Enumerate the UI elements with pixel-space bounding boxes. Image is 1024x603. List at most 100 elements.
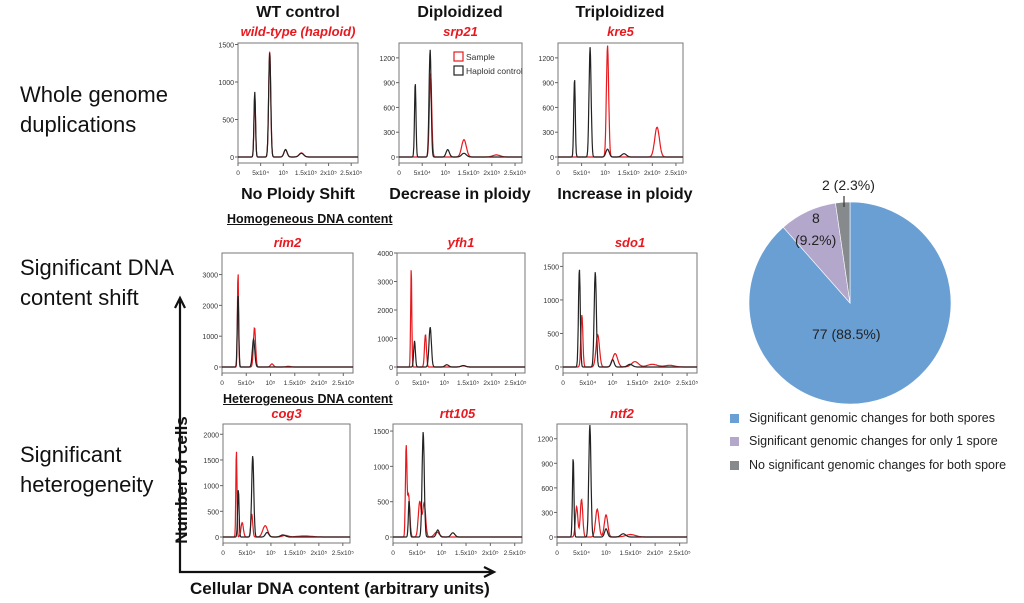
control-curve	[558, 47, 683, 158]
y-tick-label: 4000	[377, 251, 393, 258]
plot-frame	[221, 252, 354, 374]
x-tick-label: 0	[395, 380, 399, 387]
x-tick-label: 2.5x10⁵	[669, 550, 692, 557]
histogram-yfh1: 0 1000 2000 3000 4000 0 5x10⁴ 10⁵ 1.5x10⁵ 2x10⁵ 2.…	[377, 251, 527, 387]
subtitle-decrease: Decrease in ploidy	[389, 186, 531, 203]
pie-label-blue: 77 (88.5%)	[812, 326, 881, 342]
x-tick-label: 5x10⁴	[238, 380, 255, 387]
histogram-wild-type (haploid): 0 500 1000 1500 0 5x10⁴ 10⁵ 1.5x10⁵ 2x10⁵ 2.5x10⁵	[218, 42, 363, 177]
plot-title: yfh1	[447, 235, 475, 250]
x-tick-label: 1.5x10⁵	[626, 380, 649, 387]
row-label-line: Significant	[20, 442, 122, 467]
plot-frame	[398, 42, 523, 164]
y-tick-label: 500	[547, 331, 559, 338]
row-label-line: Whole genome	[20, 82, 168, 107]
x-tick-label: 5x10⁴	[409, 550, 426, 557]
x-tick-label: 1.5x10⁵	[284, 380, 307, 387]
y-tick-label: 900	[541, 461, 553, 468]
x-tick-label: 2x10⁵	[311, 380, 328, 387]
plot-title: ntf2	[610, 406, 634, 421]
y-tick-label: 900	[383, 81, 395, 88]
y-tick-label: 0	[549, 535, 553, 542]
plot-frame	[392, 423, 523, 544]
legend-swatch	[730, 460, 739, 470]
pie-legend-item: Significant genomic changes for both spo…	[730, 411, 995, 425]
y-tick-label: 1500	[218, 43, 234, 50]
plot-title: sdo1	[614, 235, 646, 250]
y-tick-label: 500	[222, 118, 234, 125]
x-tick-label: 2.5x10⁵	[504, 170, 527, 177]
x-tick-label: 2.5x10⁵	[340, 170, 363, 177]
y-tick-label: 300	[383, 130, 395, 137]
x-tick-label: 5x10⁴	[579, 380, 596, 387]
row-label-line: duplications	[20, 112, 137, 137]
x-tick-label: 10⁵	[440, 170, 450, 177]
pie-slice	[835, 201, 851, 304]
y-tick-label: 1500	[543, 264, 559, 271]
row-label-line: content shift	[20, 285, 139, 310]
subtitle-increase: Increase in ploidy	[557, 186, 693, 203]
x-tick-label: 0	[236, 170, 240, 177]
x-tick-label: 0	[556, 170, 560, 177]
y-axis-arrow	[174, 295, 186, 573]
x-tick-label: 0	[220, 380, 224, 387]
x-tick-label: 1.5x10⁵	[284, 550, 307, 557]
x-tick-label: 2x10⁵	[320, 170, 337, 177]
histogram-sdo1: 0 500 1000 1500 0 5x10⁴ 10⁵ 1.5x10⁵ 2x10⁵ 2.5x10⁵	[543, 252, 698, 387]
plot-title: rtt105	[439, 406, 476, 421]
x-tick-label: 2x10⁵	[647, 550, 664, 557]
x-tick-label: 5x10⁴	[252, 170, 269, 177]
x-tick-label: 0	[397, 170, 401, 177]
histogram-rim2: 0 1000 2000 3000 0 5x10⁴ 10⁵ 1.5x10⁵ 2x10⁵ 2.5x10…	[202, 252, 355, 387]
y-tick-label: 300	[542, 130, 554, 137]
x-axis-arrow	[179, 566, 497, 578]
y-tick-label: 0	[215, 535, 219, 542]
plot-frame	[556, 423, 688, 544]
column-title-diploid: Diploidized	[417, 4, 503, 21]
x-tick-label: 1.5x10⁵	[458, 170, 481, 177]
y-tick-label: 1500	[203, 458, 219, 465]
y-tick-label: 0	[391, 155, 395, 162]
histogram-srp21: 0 300 600 900 1200 0 5x10⁴ 10⁵ 1.5x10⁵ 2x10⁵ 2.5x1…	[379, 42, 526, 177]
x-tick-label: 2x10⁵	[644, 170, 661, 177]
control-curve	[563, 269, 697, 368]
pie-legend-item: No significant genomic changes for both …	[730, 458, 1006, 472]
section-homogeneous: Homogeneous DNA content	[227, 212, 393, 226]
y-tick-label: 0	[550, 155, 554, 162]
x-tick-label: 2x10⁵	[310, 550, 327, 557]
column-title-triploid: Triploidized	[575, 4, 665, 21]
legend-control-label: Haploid control	[466, 66, 523, 76]
x-tick-label: 5x10⁴	[412, 380, 429, 387]
row-label-line: heterogeneity	[20, 472, 154, 497]
y-tick-label: 0	[214, 365, 218, 372]
y-tick-label: 300	[541, 510, 553, 517]
plot-title: cog3	[271, 406, 302, 421]
histogram-cog3: 0 500 1000 1500 2000 0 5x10⁴ 10⁵ 1.5x10⁵ 2x10⁵ 2.5…	[203, 423, 354, 557]
control-curve	[238, 53, 358, 158]
pie-chart	[748, 196, 952, 405]
x-tick-label: 10⁵	[608, 380, 618, 387]
pie-legend-item: Significant genomic changes for only 1 s…	[730, 434, 998, 448]
y-tick-label: 600	[383, 105, 395, 112]
plot-frame	[222, 423, 351, 544]
y-tick-label: 1000	[543, 298, 559, 305]
x-tick-label: 1.5x10⁵	[619, 550, 642, 557]
y-tick-label: 1500	[373, 429, 389, 436]
x-tick-label: 10⁵	[278, 170, 288, 177]
control-curve	[397, 327, 525, 368]
x-tick-label: 0	[555, 550, 559, 557]
x-tick-label: 1.5x10⁵	[457, 380, 480, 387]
legend-control-swatch	[453, 65, 464, 76]
x-tick-label: 0	[221, 550, 225, 557]
x-tick-label: 2.5x10⁵	[504, 550, 527, 557]
x-tick-label: 2x10⁵	[483, 170, 500, 177]
row-label-line: Significant DNA	[20, 255, 175, 280]
y-tick-label: 500	[377, 500, 389, 507]
legend-sample-swatch	[453, 51, 464, 62]
y-tick-label: 600	[541, 486, 553, 493]
y-tick-label: 2000	[202, 303, 218, 310]
x-tick-label: 10⁵	[600, 170, 610, 177]
x-tick-label: 2.5x10⁵	[676, 380, 699, 387]
plot-frame	[562, 252, 698, 374]
x-tick-label: 10⁵	[266, 380, 276, 387]
